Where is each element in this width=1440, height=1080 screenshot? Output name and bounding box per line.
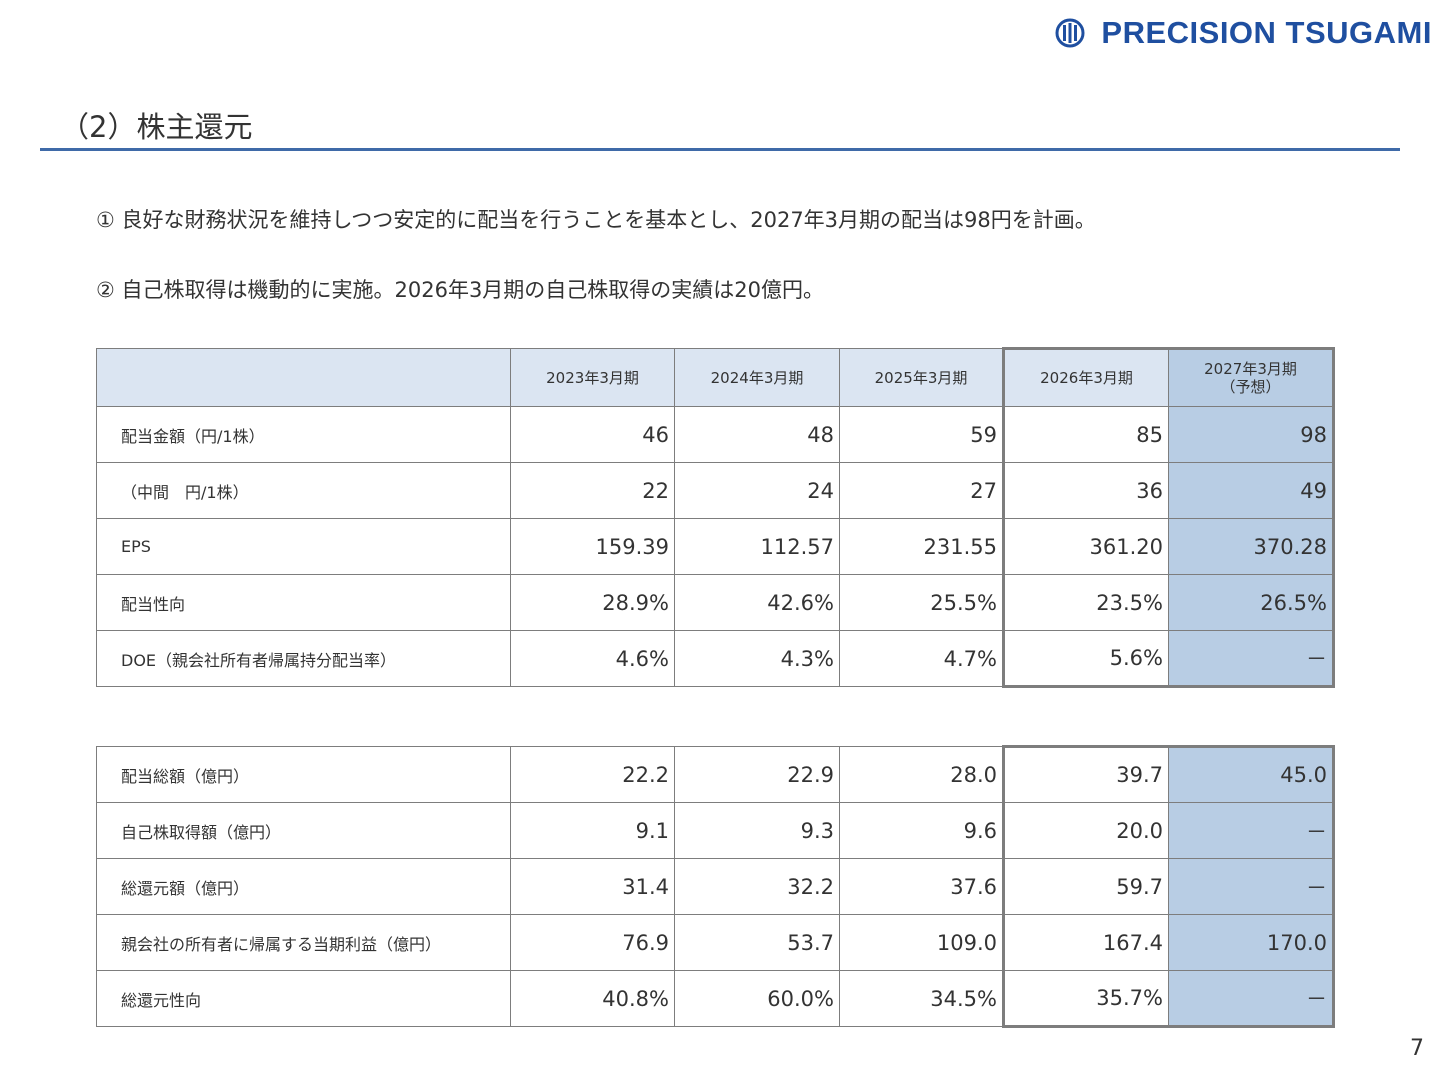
tsugami-logo-icon: [1055, 18, 1085, 48]
cell-value: 46: [510, 406, 675, 463]
cell-value: 53.7: [674, 914, 840, 971]
cell-value: 25.5%: [839, 574, 1004, 631]
header-fy2027-forecast: 2027年3月期 （予想）: [1168, 347, 1335, 407]
policy-point-2: ② 自己株取得は機動的に実施。2026年3月期の自己株取得の実績は20億円。: [96, 278, 825, 302]
cell-value: 40.8%: [510, 970, 675, 1027]
dividend-per-share-table: 2023年3月期 2024年3月期 2025年3月期 2026年3月期 2027…: [96, 347, 1335, 688]
cell-value: 361.20: [1002, 518, 1169, 575]
table-row: （中間 円/1株） 22 24 27 36 49: [96, 462, 1335, 519]
cell-value: 27: [839, 462, 1004, 519]
page-number: 7: [1410, 1036, 1424, 1061]
cell-value: 109.0: [839, 914, 1004, 971]
header-fy2025: 2025年3月期: [839, 348, 1004, 407]
cell-value-forecast: 49: [1168, 462, 1335, 519]
brand-name: PRECISION TSUGAMI: [1101, 15, 1432, 50]
table-row: DOE（親会社所有者帰属持分配当率） 4.6% 4.3% 4.7% 5.6% －: [96, 630, 1335, 688]
cell-value: 4.6%: [510, 630, 675, 687]
cell-value: 34.5%: [839, 970, 1004, 1027]
table-row: 配当総額（億円） 22.2 22.9 28.0 39.7 45.0: [96, 745, 1335, 803]
cell-value: 60.0%: [674, 970, 840, 1027]
cell-value: 48: [674, 406, 840, 463]
row-label: 自己株取得額（億円）: [96, 802, 511, 859]
row-label: 総還元額（億円）: [96, 858, 511, 915]
cell-value: 59.7: [1002, 858, 1169, 915]
header-forecast-note: （予想）: [1220, 378, 1281, 396]
cell-value-forecast: 170.0: [1168, 914, 1335, 971]
row-label: 配当性向: [96, 574, 511, 631]
header-corner: [96, 348, 511, 407]
header-fy2027-label: 2027年3月期: [1204, 360, 1297, 378]
row-label: DOE（親会社所有者帰属持分配当率）: [96, 630, 511, 687]
cell-value: 4.7%: [839, 630, 1004, 687]
cell-value-forecast: －: [1168, 858, 1335, 915]
row-label: 配当金額（円/1株）: [96, 406, 511, 463]
cell-value: 32.2: [674, 858, 840, 915]
table-row: 親会社の所有者に帰属する当期利益（億円） 76.9 53.7 109.0 167…: [96, 914, 1335, 971]
cell-value: 22.2: [510, 746, 675, 803]
table-row: 配当性向 28.9% 42.6% 25.5% 23.5% 26.5%: [96, 574, 1335, 631]
cell-value: 59: [839, 406, 1004, 463]
header-fy2026: 2026年3月期: [1002, 347, 1169, 407]
cell-value: 36: [1002, 462, 1169, 519]
cell-value: 22: [510, 462, 675, 519]
table-row: 自己株取得額（億円） 9.1 9.3 9.6 20.0 －: [96, 802, 1335, 859]
cell-value-forecast: 45.0: [1168, 745, 1335, 803]
cell-value-forecast: －: [1168, 802, 1335, 859]
cell-value: 20.0: [1002, 802, 1169, 859]
row-label: EPS: [96, 518, 511, 575]
header-fy2023: 2023年3月期: [510, 348, 675, 407]
cell-value: 112.57: [674, 518, 840, 575]
cell-value: 35.7%: [1002, 970, 1169, 1028]
cell-value-forecast: －: [1168, 630, 1335, 688]
cell-value: 9.3: [674, 802, 840, 859]
header-fy2024: 2024年3月期: [674, 348, 840, 407]
cell-value: 28.0: [839, 746, 1004, 803]
cell-value: 167.4: [1002, 914, 1169, 971]
cell-value: 28.9%: [510, 574, 675, 631]
cell-value-forecast: 26.5%: [1168, 574, 1335, 631]
cell-value: 76.9: [510, 914, 675, 971]
table-row: EPS 159.39 112.57 231.55 361.20 370.28: [96, 518, 1335, 575]
cell-value-forecast: 98: [1168, 406, 1335, 463]
table-row: 配当金額（円/1株） 46 48 59 85 98: [96, 406, 1335, 463]
cell-value: 9.6: [839, 802, 1004, 859]
cell-value: 5.6%: [1002, 630, 1169, 688]
cell-value-forecast: 370.28: [1168, 518, 1335, 575]
cell-value: 23.5%: [1002, 574, 1169, 631]
row-label: 親会社の所有者に帰属する当期利益（億円）: [96, 914, 511, 971]
cell-value: 231.55: [839, 518, 1004, 575]
cell-value: 39.7: [1002, 745, 1169, 803]
cell-value: 22.9: [674, 746, 840, 803]
cell-value: 31.4: [510, 858, 675, 915]
cell-value: 42.6%: [674, 574, 840, 631]
company-logo: PRECISION TSUGAMI: [1055, 15, 1432, 50]
cell-value: 159.39: [510, 518, 675, 575]
row-label: 配当総額（億円）: [96, 746, 511, 803]
cell-value: 4.3%: [674, 630, 840, 687]
row-label: 総還元性向: [96, 970, 511, 1027]
cell-value-forecast: －: [1168, 970, 1335, 1028]
table-row: 総還元性向 40.8% 60.0% 34.5% 35.7% －: [96, 970, 1335, 1028]
cell-value: 24: [674, 462, 840, 519]
title-divider: [40, 148, 1400, 151]
shareholder-return-table: 配当総額（億円） 22.2 22.9 28.0 39.7 45.0 自己株取得額…: [96, 745, 1335, 1028]
table-header-row: 2023年3月期 2024年3月期 2025年3月期 2026年3月期 2027…: [96, 347, 1335, 407]
table-row: 総還元額（億円） 31.4 32.2 37.6 59.7 －: [96, 858, 1335, 915]
cell-value: 85: [1002, 406, 1169, 463]
row-label: （中間 円/1株）: [96, 462, 511, 519]
page-title: （2）株主還元: [60, 110, 253, 144]
cell-value: 9.1: [510, 802, 675, 859]
cell-value: 37.6: [839, 858, 1004, 915]
policy-point-1: ① 良好な財務状況を維持しつつ安定的に配当を行うことを基本とし、2027年3月期…: [96, 208, 1096, 232]
